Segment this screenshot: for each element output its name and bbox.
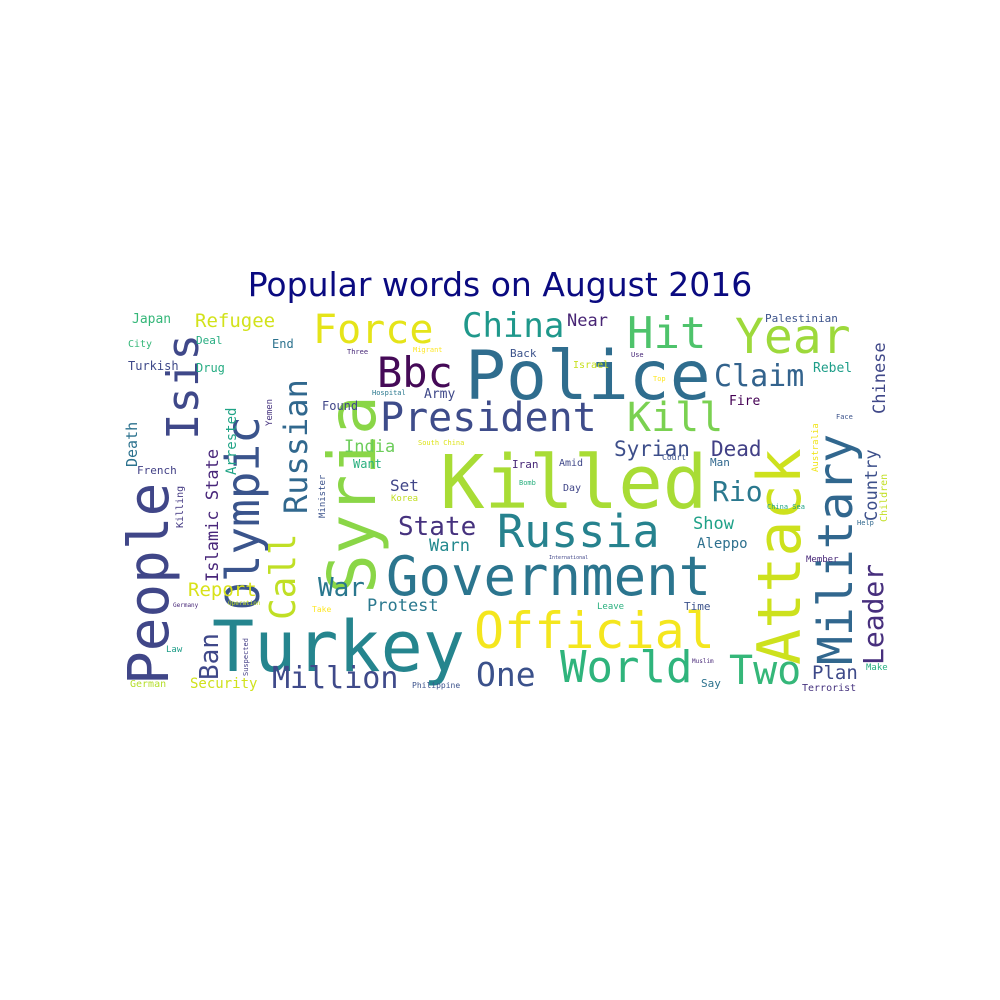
- word-french: French: [137, 464, 177, 477]
- word-russia: Russia: [497, 505, 660, 558]
- word-philippine: Philippine: [412, 681, 461, 690]
- word-amid: Amid: [559, 458, 584, 469]
- word-australia: Australia: [811, 423, 821, 472]
- word-aleppo: Aleppo: [697, 536, 748, 552]
- word-killing: Killing: [175, 485, 186, 528]
- word-make: Make: [866, 663, 888, 673]
- word-member: Member: [806, 555, 839, 565]
- word-state: State: [398, 512, 477, 542]
- cloud-title: Popular words on August 2016: [247, 265, 753, 304]
- word-government: Government: [386, 545, 712, 608]
- word-deal: Deal: [196, 334, 223, 347]
- word-court: Court: [662, 453, 687, 462]
- word-security: Security: [190, 676, 258, 692]
- word-russian: Russian: [277, 379, 315, 514]
- word-protest: Protest: [367, 596, 439, 616]
- word-back: Back: [510, 347, 537, 360]
- word-war: War: [318, 573, 365, 603]
- word-police: Police: [465, 337, 711, 416]
- word-suspected: Suspected: [242, 638, 250, 676]
- word-iran: Iran: [512, 458, 539, 471]
- word-bbc: Bbc: [377, 348, 453, 397]
- word-palestinian: Palestinian: [765, 312, 838, 325]
- word-city: City: [128, 339, 153, 350]
- word-hospital: Hospital: [372, 389, 406, 397]
- word-force: Force: [313, 307, 434, 353]
- word-warn: Warn: [429, 536, 470, 556]
- word-japan: Japan: [132, 312, 172, 327]
- word-army: Army: [424, 387, 456, 402]
- word-india: India: [344, 437, 396, 457]
- word-dead: Dead: [711, 437, 762, 461]
- word-turkey: Turkey: [212, 606, 465, 688]
- word-two: Two: [729, 648, 802, 694]
- word-plan: Plan: [812, 662, 858, 684]
- word-ban: Ban: [195, 633, 225, 680]
- word-found: Found: [322, 399, 359, 413]
- word-near: Near: [567, 311, 608, 331]
- word-german: German: [130, 679, 167, 690]
- word-refugee: Refugee: [195, 310, 276, 332]
- word-china-sea: China Sea: [767, 503, 805, 511]
- word-yemen: Yemen: [265, 398, 275, 426]
- word-turkish: Turkish: [128, 359, 179, 373]
- word-report: Report: [188, 579, 257, 601]
- word-israel: Israel: [573, 360, 610, 371]
- word-islamic-state: Islamic State: [203, 448, 223, 582]
- word-korea: Korea: [391, 494, 419, 504]
- word-muslim: Muslim: [692, 658, 714, 665]
- word-rebel: Rebel: [813, 361, 853, 376]
- word-syrian: Syrian: [614, 437, 690, 461]
- word-isis: Isis: [158, 334, 209, 440]
- word-help: Help: [857, 519, 874, 527]
- word-one: One: [476, 655, 536, 694]
- word-syria: Syria: [314, 395, 391, 594]
- word-leader: Leader: [857, 563, 890, 665]
- word-set: Set: [390, 476, 419, 495]
- word-year: Year: [735, 309, 851, 365]
- word-show: Show: [693, 514, 734, 534]
- word-hit: Hit: [627, 308, 707, 359]
- word-law: Law: [166, 645, 183, 655]
- word-kill: Kill: [627, 395, 724, 441]
- word-children: Children: [879, 473, 890, 522]
- word-operation: Operation: [228, 600, 261, 607]
- word-south-china: South China: [418, 439, 465, 447]
- word-face: Face: [836, 413, 853, 421]
- word-say: Say: [701, 677, 721, 690]
- word-rio: Rio: [712, 475, 763, 508]
- word-terrorist: Terrorist: [802, 683, 857, 694]
- word-minister: Minister: [318, 474, 328, 518]
- word-death: Death: [123, 421, 141, 467]
- word-man: Man: [710, 456, 730, 469]
- word-killed: Killed: [440, 440, 708, 526]
- word-use: Use: [631, 351, 644, 359]
- word-china: China: [462, 306, 565, 346]
- word-germany: Germany: [173, 602, 199, 609]
- word-take: Take: [312, 605, 332, 614]
- word-bomb: Bomb: [519, 479, 536, 487]
- word-president: President: [380, 395, 597, 441]
- word-international: International: [549, 555, 589, 561]
- word-want: Want: [353, 457, 382, 471]
- word-day: Day: [563, 483, 582, 494]
- word-migrant: Migrant: [413, 346, 443, 354]
- word-chinese: Chinese: [870, 342, 890, 414]
- word-fire: Fire: [729, 394, 761, 409]
- word-world: World: [560, 642, 693, 693]
- word-claim: Claim: [714, 359, 805, 394]
- word-call: Call: [263, 533, 304, 620]
- word-three: Three: [347, 348, 369, 356]
- word-million: Million: [272, 661, 399, 696]
- word-time: Time: [684, 600, 711, 613]
- word-end: End: [272, 337, 294, 351]
- word-arrested: Arrested: [224, 407, 240, 475]
- word-official: Official: [474, 602, 715, 660]
- word-top: Top: [653, 375, 666, 383]
- word-leave: Leave: [597, 602, 625, 612]
- word-drug: Drug: [196, 361, 225, 375]
